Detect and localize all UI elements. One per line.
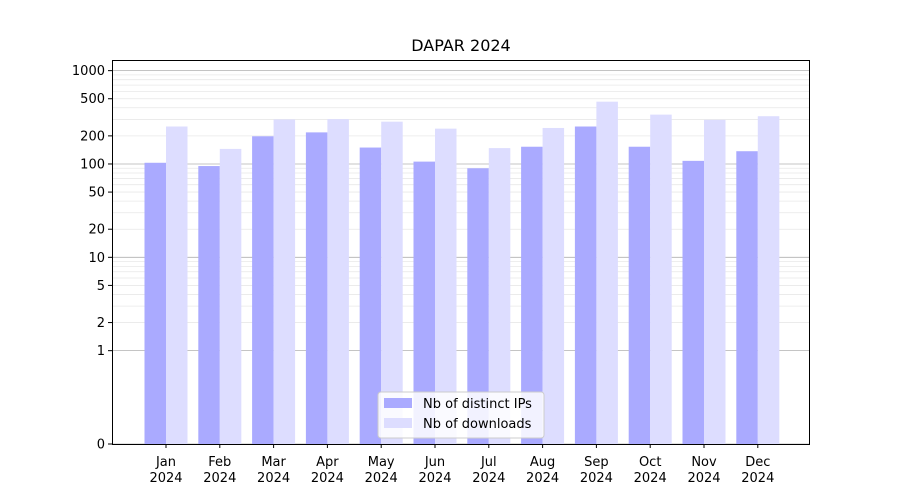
bar-downloads <box>166 126 188 445</box>
y-tick-label: 500 <box>80 92 105 107</box>
y-axis: 0 1 2 5 10 20 50 100 200 500 1000 <box>72 64 112 453</box>
x-tick-label-month: Nov <box>691 455 717 470</box>
bar-distinct-ips <box>628 146 651 444</box>
y-tick-label: 200 <box>80 129 105 144</box>
x-tick-label-month: Sep <box>584 455 609 470</box>
bar-downloads <box>542 127 565 444</box>
bar-downloads <box>650 114 672 445</box>
bar-distinct-ips <box>682 160 704 445</box>
x-tick-label-year: 2024 <box>149 471 182 486</box>
y-tick-label: 100 <box>80 157 105 172</box>
legend-swatch <box>384 418 412 428</box>
bar-downloads <box>435 128 457 444</box>
bar-distinct-ips <box>305 132 328 444</box>
y-tick-label: 20 <box>88 223 105 238</box>
x-tick-label-month: Mar <box>261 455 286 470</box>
y-tick-label: 10 <box>88 251 105 266</box>
bar-downloads <box>381 121 403 445</box>
bar-downloads <box>488 148 511 444</box>
bar-distinct-ips <box>413 161 435 444</box>
legend: Nb of distinct IPs Nb of downloads <box>377 391 545 439</box>
x-tick-label-month: Oct <box>639 455 661 470</box>
bars <box>144 101 780 445</box>
bar-downloads <box>219 148 242 444</box>
bar-distinct-ips <box>467 168 489 445</box>
y-tick-label: 0 <box>97 438 105 453</box>
bar-distinct-ips <box>144 162 166 445</box>
x-tick-label-year: 2024 <box>203 471 236 486</box>
y-tick-label: 2 <box>97 316 105 331</box>
bar-downloads <box>273 119 296 444</box>
legend-label: Nb of downloads <box>423 417 532 432</box>
bar-distinct-ips <box>252 136 274 444</box>
chart-title: DAPAR 2024 <box>411 36 510 55</box>
bar-downloads <box>596 101 618 444</box>
x-tick-label-month: Jul <box>480 455 497 470</box>
y-tick-label: 1 <box>97 344 105 359</box>
x-tick-label-month: Feb <box>208 455 231 470</box>
x-tick-label-year: 2024 <box>580 471 613 486</box>
y-tick-label: 5 <box>97 279 105 294</box>
bar-distinct-ips <box>736 151 758 444</box>
x-tick-label-month: Jun <box>424 455 445 470</box>
bar-distinct-ips <box>359 147 382 444</box>
legend-swatch <box>384 398 412 408</box>
x-tick-label-month: Apr <box>316 455 339 470</box>
legend-box <box>377 391 545 439</box>
bar-distinct-ips <box>521 146 543 444</box>
x-tick-label-year: 2024 <box>687 471 720 486</box>
x-tick-label-year: 2024 <box>472 471 505 486</box>
bar-distinct-ips <box>574 126 597 445</box>
x-tick-label-month: May <box>368 455 395 470</box>
x-tick-label-year: 2024 <box>634 471 667 486</box>
x-tick-label-year: 2024 <box>311 471 344 486</box>
x-tick-label-year: 2024 <box>365 471 398 486</box>
bar-downloads <box>327 119 349 444</box>
x-tick-label-year: 2024 <box>418 471 451 486</box>
bar-distinct-ips <box>198 166 220 444</box>
x-tick-label-month: Dec <box>745 455 770 470</box>
bar-downloads <box>704 119 726 444</box>
x-axis: Jan2024Feb2024Mar2024Apr2024May2024Jun20… <box>149 444 774 486</box>
y-tick-label: 50 <box>88 186 105 201</box>
x-tick-label-year: 2024 <box>257 471 290 486</box>
x-tick-label-year: 2024 <box>526 471 559 486</box>
y-tick-label: 1000 <box>72 64 105 79</box>
x-tick-label-month: Aug <box>530 455 555 470</box>
plot-frame <box>112 60 810 445</box>
bar-downloads <box>757 116 780 444</box>
x-tick-label-month: Jan <box>155 455 176 470</box>
x-tick-label-year: 2024 <box>741 471 774 486</box>
legend-label: Nb of distinct IPs <box>423 397 532 412</box>
